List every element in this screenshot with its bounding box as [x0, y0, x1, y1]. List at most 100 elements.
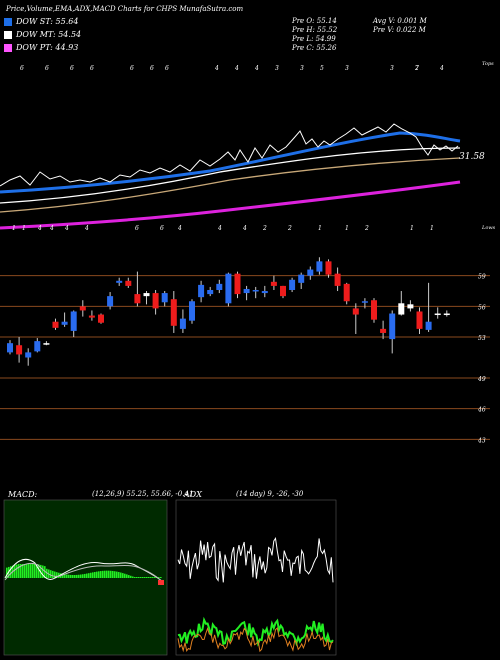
ema-top-number: 6	[150, 65, 154, 72]
ema-mt-line	[0, 147, 461, 204]
candle-body	[298, 274, 305, 283]
price-axis-label: 43	[477, 437, 486, 444]
candle-body	[289, 279, 296, 290]
macd-histogram-bar	[44, 566, 46, 578]
candle	[252, 286, 259, 299]
macd-histogram-bar	[16, 564, 18, 578]
ema-top-number: 3	[300, 65, 304, 72]
macd-histogram-bar	[42, 565, 44, 578]
candle-body	[443, 313, 450, 316]
candle-body	[161, 293, 168, 303]
di-plus-line	[177, 616, 334, 647]
candle	[189, 299, 195, 324]
macd-histogram-bar	[154, 577, 156, 578]
ema-top-number: 4	[254, 65, 259, 72]
tops-label: Tops	[482, 61, 494, 67]
macd-histogram-bar	[116, 571, 118, 578]
stat-pre-low: Pre L: 54.99	[292, 35, 336, 43]
macd-label: MACD:	[8, 490, 38, 499]
macd-histogram-bar	[6, 567, 8, 578]
macd-histogram-bar	[14, 565, 16, 578]
ema-bottom-number: 1	[12, 225, 16, 232]
candle-body	[234, 273, 241, 295]
macd-histogram-bar	[30, 564, 32, 578]
ema-top-number: 6	[90, 65, 94, 72]
ema-bottom-number: 1	[430, 225, 434, 232]
macd-histogram-bar	[36, 564, 38, 578]
ema-bottom-number: 1	[318, 225, 322, 232]
ema-bottom-number: 4	[64, 225, 69, 232]
ema-top-number: 4	[214, 65, 219, 72]
macd-histogram-bar	[38, 564, 40, 578]
ema-top-number: 6	[70, 65, 74, 72]
adx-params: (14 day) 9, -26, -30	[236, 490, 304, 498]
price-gridlines	[0, 275, 490, 440]
macd-histogram-bar	[138, 577, 140, 578]
macd-histogram-bar	[148, 577, 150, 578]
macd-histogram-bar	[108, 570, 110, 578]
candle	[152, 290, 159, 315]
macd-histogram-bar	[74, 574, 76, 578]
candle-body	[398, 303, 405, 315]
macd-histogram-bar	[8, 566, 10, 578]
macd-histogram-bar	[68, 574, 70, 578]
candle-body	[198, 284, 205, 298]
macd-histogram-bar	[46, 568, 48, 578]
stat-avg-volume: Avg V: 0.001 M	[373, 17, 427, 25]
price-line	[0, 123, 459, 187]
candle-body	[107, 296, 114, 307]
candle	[107, 292, 114, 310]
candle-body	[134, 294, 141, 304]
candle	[61, 312, 68, 327]
candle-body	[179, 318, 186, 329]
macd-histogram-bar	[10, 566, 12, 578]
stat-pre-open: Pre O: 55.14	[292, 17, 337, 25]
candle-body	[343, 283, 350, 302]
candle-body	[307, 269, 314, 276]
stat-pre-close: Pre C: 55.26	[292, 44, 337, 52]
macd-histogram-bar	[160, 577, 162, 578]
candle	[434, 307, 441, 319]
ema-bottom-number: 4	[37, 225, 42, 232]
candle	[198, 280, 205, 303]
macd-frame	[3, 499, 168, 656]
candle-body	[280, 285, 286, 297]
candle-body	[43, 343, 50, 345]
candle	[34, 338, 41, 353]
candle	[243, 285, 250, 301]
candle-body	[216, 283, 223, 290]
macd-histogram-bar	[24, 564, 26, 578]
macd-histogram-bar	[56, 572, 58, 578]
legend-dow-pt: DOW PT: 44.93	[4, 43, 78, 52]
macd-histogram-bar	[88, 573, 90, 578]
candle-body	[116, 280, 123, 283]
candle	[179, 309, 186, 333]
candle-body	[389, 313, 396, 340]
candle-body	[316, 261, 323, 272]
macd-line	[4, 558, 164, 583]
candle	[43, 341, 50, 346]
ema-top-number: 4	[234, 65, 239, 72]
candle-body	[170, 299, 177, 326]
macd-histogram-bar	[122, 573, 124, 578]
candle-body	[252, 290, 259, 292]
candle	[280, 285, 286, 299]
di-minus-line	[177, 626, 334, 653]
macd-histogram-bar	[82, 574, 84, 578]
ema-bottom-number: 4	[49, 225, 54, 232]
macd-histogram-bar	[40, 564, 42, 578]
macd-histogram-bar	[90, 572, 92, 578]
candle-body	[79, 306, 86, 311]
legend-label-st: DOW ST: 55.64	[16, 17, 79, 26]
candle	[407, 300, 414, 312]
ema-top-number: 6	[20, 65, 24, 72]
ema-top-number: 6	[165, 65, 169, 72]
macd-histogram-bar	[106, 570, 108, 578]
candle	[125, 277, 132, 288]
candle-body	[152, 293, 159, 309]
candle	[416, 307, 423, 334]
stat-pre-volume: Pre V: 0.022 M	[373, 26, 426, 34]
candle	[7, 340, 13, 355]
